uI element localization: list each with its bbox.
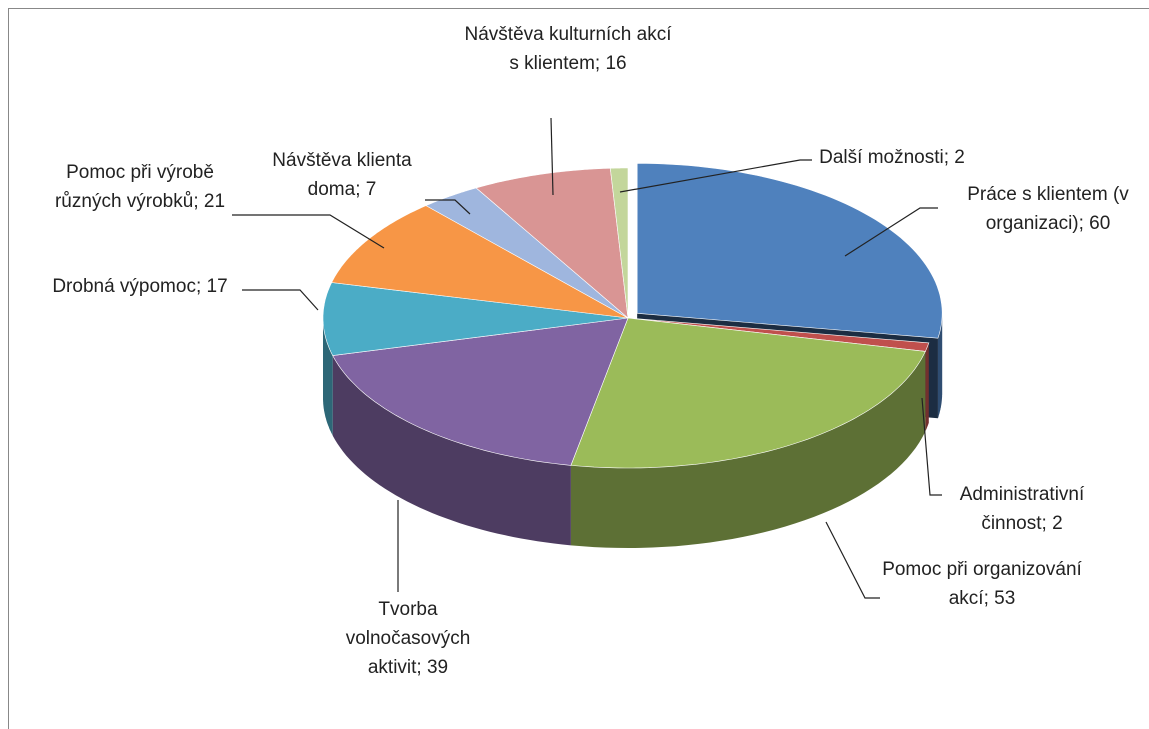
data-labels: Práce s klientem (v organizaci); 60 Admin… bbox=[52, 24, 1129, 678]
data-label: Pomoc při organizování akcí; 53 bbox=[882, 559, 1082, 609]
slice-side-face bbox=[323, 318, 333, 436]
data-label: Návštěva klienta doma; 7 bbox=[272, 150, 412, 200]
slice bbox=[425, 187, 629, 319]
slice bbox=[332, 317, 629, 466]
slice-side-face bbox=[332, 355, 571, 546]
slice-side bbox=[570, 351, 926, 548]
pie-tops bbox=[322, 162, 943, 469]
slice-side-face bbox=[937, 313, 943, 419]
slice-side bbox=[323, 318, 333, 436]
slice-side bbox=[937, 313, 943, 419]
data-label: Pomoc při výrobě různých výrobků; 21 bbox=[54, 162, 226, 212]
data-label: Administrativní činnost; 2 bbox=[959, 484, 1085, 534]
leader-line bbox=[825, 521, 880, 599]
data-label-box: Drobná výpomoc; 17 bbox=[52, 276, 228, 297]
data-label: Tvorba volnočasových aktivit; 39 bbox=[345, 599, 471, 678]
slice-side bbox=[332, 355, 571, 546]
chart-frame bbox=[8, 8, 1149, 729]
slice bbox=[331, 205, 629, 319]
data-label-box: Návštěva kulturních akcí s klientem; 16 bbox=[464, 24, 672, 74]
data-label-box: Návštěva klienta doma; 7 bbox=[272, 150, 412, 200]
data-label-box: Další možnosti; 2 bbox=[819, 147, 965, 168]
data-label: Práce s klientem (v organizaci); 60 bbox=[967, 184, 1129, 234]
slice bbox=[636, 162, 943, 339]
data-label-box: Pomoc při výrobě různých výrobků; 21 bbox=[54, 162, 226, 212]
slice bbox=[609, 167, 629, 319]
leader-line bbox=[844, 207, 938, 257]
leader-line bbox=[619, 159, 812, 193]
data-label: Drobná výpomoc; 17 bbox=[52, 276, 228, 297]
slice bbox=[475, 168, 629, 319]
leader-line bbox=[232, 214, 385, 249]
data-label-box: Administrativní činnost; 2 bbox=[959, 484, 1085, 534]
slice-side-face bbox=[570, 351, 926, 548]
leader-line bbox=[921, 397, 942, 496]
data-label-box: Pomoc při organizování akcí; 53 bbox=[882, 559, 1082, 609]
slice-side-face bbox=[925, 342, 929, 432]
slice bbox=[322, 282, 629, 356]
data-label: Návštěva kulturních akcí s klientem; 16 bbox=[464, 24, 672, 74]
data-label-box: Tvorba volnočasových aktivit; 39 bbox=[345, 599, 471, 678]
leader-line bbox=[425, 199, 471, 215]
leader-line bbox=[242, 289, 319, 311]
data-label: Další možnosti; 2 bbox=[819, 147, 965, 168]
slice-side bbox=[925, 342, 929, 432]
leader-line bbox=[550, 117, 554, 196]
slice bbox=[570, 317, 926, 469]
data-label-box: Práce s klientem (v organizaci); 60 bbox=[967, 184, 1129, 234]
